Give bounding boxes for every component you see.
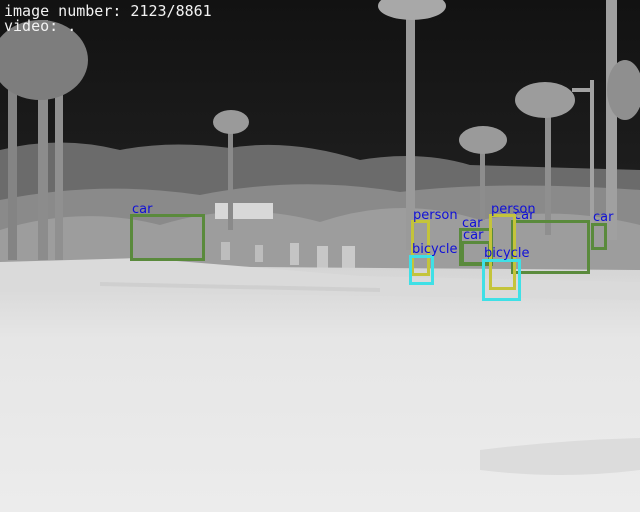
detection-label-car: car [463,228,484,243]
detection-box-bicycle [409,255,434,285]
detection-label-person: person [491,202,536,217]
detection-label-person: person [413,208,458,223]
detection-box-person [411,220,430,276]
detection-label-bicycle: bicycle [412,242,458,257]
detection-box-bicycle [482,259,521,301]
detection-label-car: car [462,216,483,231]
video-name-readout: video: . [4,17,77,35]
detection-box-person [489,214,516,290]
detection-box-car [130,214,205,261]
detection-label-car: car [132,202,153,217]
detection-box-car [511,220,590,274]
detection-label-car: car [514,208,535,223]
detection-label-bicycle: bicycle [484,246,530,261]
detection-box-car [591,223,607,250]
detection-label-car: car [593,210,614,225]
image-number-readout: image number: 2123/8861 [4,2,212,20]
